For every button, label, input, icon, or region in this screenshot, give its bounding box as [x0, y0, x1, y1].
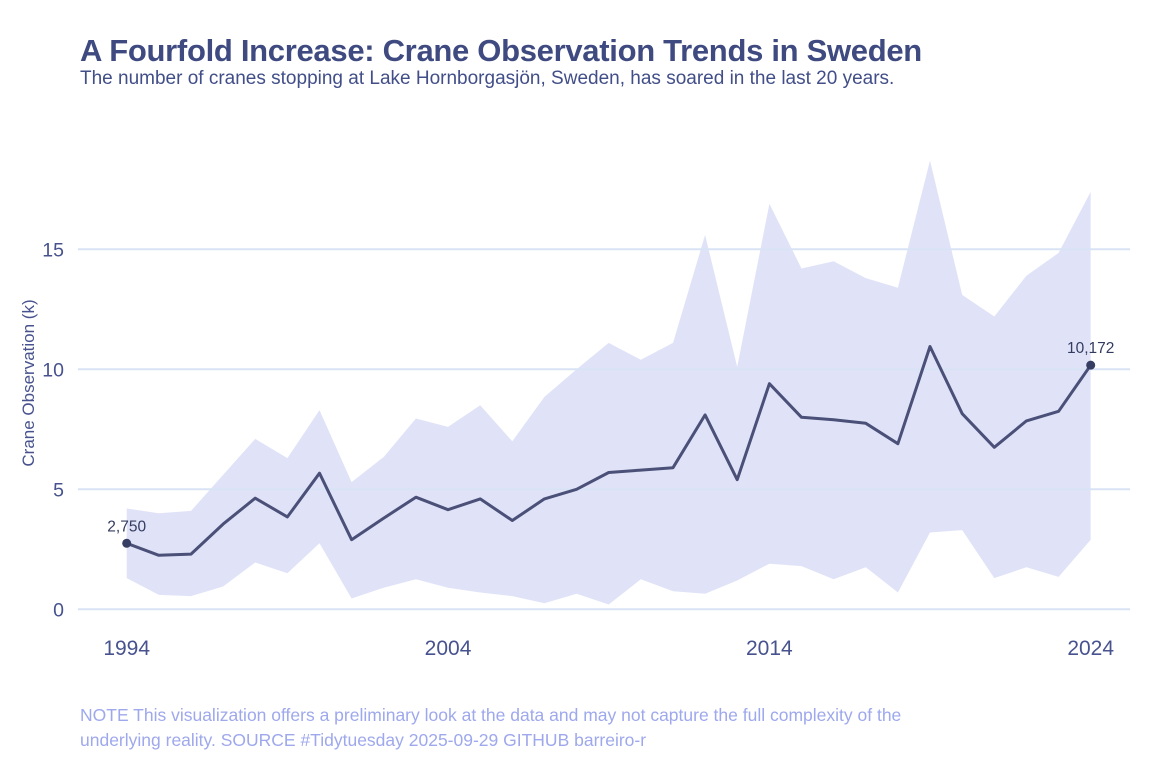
- y-tick-label-0: 0: [53, 599, 64, 621]
- observation-line: [125, 345, 1093, 557]
- y-tick-label-15: 15: [42, 239, 64, 261]
- page-title: A Fourfold Increase: Crane Observation T…: [80, 32, 922, 68]
- x-tick-label-2004: 2004: [425, 637, 472, 660]
- data-point-2024: [1086, 360, 1096, 370]
- footer-note-line1: NOTE This visualization offers a prelimi…: [80, 705, 902, 725]
- value-label-2024: 10,172: [1067, 340, 1114, 357]
- value-label-1994: 2,750: [107, 518, 146, 535]
- footer-note: NOTE This visualization offers a prelimi…: [80, 703, 1140, 753]
- data-point-1994: [122, 538, 132, 548]
- confidence-band: [126, 160, 1091, 605]
- footer-note-line2: underlying reality. SOURCE #Tidytuesday …: [80, 730, 647, 750]
- x-tick-label-1994: 1994: [103, 637, 150, 660]
- y-tick-label-5: 5: [53, 479, 64, 501]
- chart-subtitle: The number of cranes stopping at Lake Ho…: [80, 68, 895, 89]
- x-tick-label-2014: 2014: [746, 637, 793, 660]
- y-tick-label-10: 10: [42, 359, 64, 381]
- x-tick-label-2024: 2024: [1067, 637, 1114, 660]
